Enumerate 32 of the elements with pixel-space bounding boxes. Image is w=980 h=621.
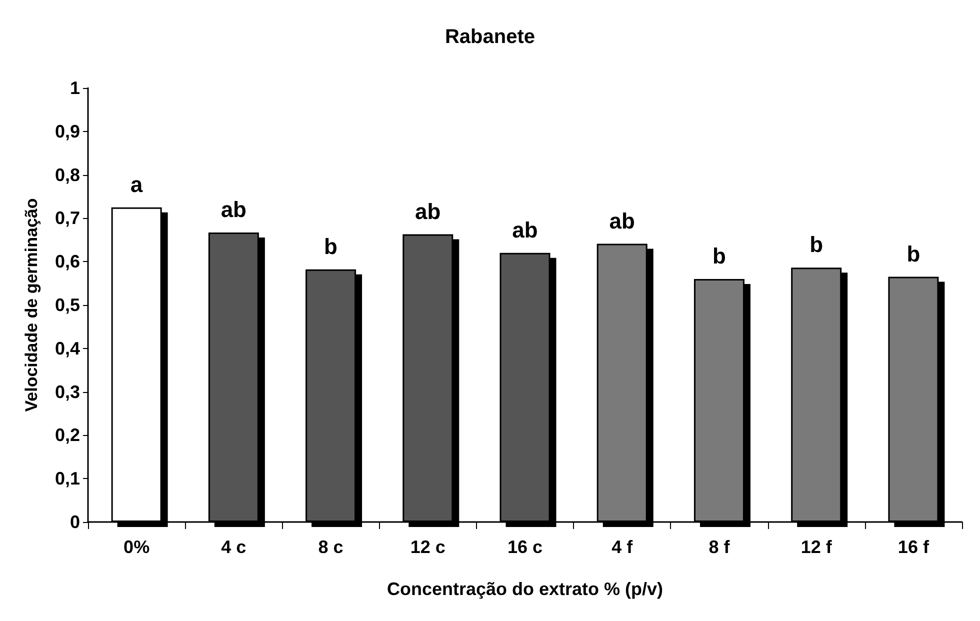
- x-tick-label: 12 c: [410, 537, 446, 557]
- y-tick-label: 0,5: [54, 295, 80, 315]
- x-tick-label: 4 c: [221, 537, 246, 557]
- x-tick-label: 8 f: [708, 537, 731, 557]
- y-tick-label: 0,2: [54, 425, 80, 446]
- y-tick-label: 0,3: [54, 382, 80, 402]
- x-tick-label: 0%: [124, 537, 150, 557]
- y-tick-label: 0,8: [54, 164, 80, 185]
- y-tick-label: 0,9: [54, 121, 80, 142]
- annotation: b: [906, 241, 920, 266]
- annotation: b: [324, 234, 338, 259]
- y-tick-label: 0,6: [54, 252, 80, 272]
- annotation: b: [712, 243, 726, 268]
- x-tick-label: 16 c: [507, 537, 543, 557]
- chart-title: Rabanete: [444, 26, 536, 48]
- y-tick-label: 0: [70, 512, 80, 532]
- x-tick-label: 16 f: [898, 537, 930, 557]
- x-tick-label: 4 f: [612, 537, 634, 557]
- annotation: ab: [220, 197, 247, 222]
- x-tick-label: 8 c: [318, 537, 344, 557]
- y-tick-label: 0,4: [54, 338, 80, 358]
- y-tick-label: 0,7: [54, 208, 80, 228]
- x-tick-label: 12 f: [800, 537, 833, 557]
- annotation: ab: [415, 198, 441, 224]
- y-tick-label: 0,1: [54, 468, 80, 489]
- annotation: a: [130, 172, 144, 197]
- annotation: b: [810, 232, 824, 258]
- annotation: ab: [512, 217, 538, 242]
- annotation: ab: [609, 208, 635, 234]
- y-axis-title: Velocidade de germinação: [22, 198, 41, 412]
- x-axis-title: Concentração do extrato % (p/v): [386, 579, 664, 599]
- y-tick-label: 1: [70, 78, 80, 98]
